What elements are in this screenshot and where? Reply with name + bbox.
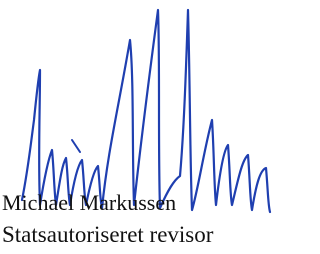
signature-accent [72,140,80,152]
signer-title: Statsautoriseret revisor [2,222,213,248]
signer-name: Michael Markussen [2,190,176,216]
signature-stroke [22,10,270,212]
page: Michael Markussen Statsautoriseret revis… [0,0,280,254]
